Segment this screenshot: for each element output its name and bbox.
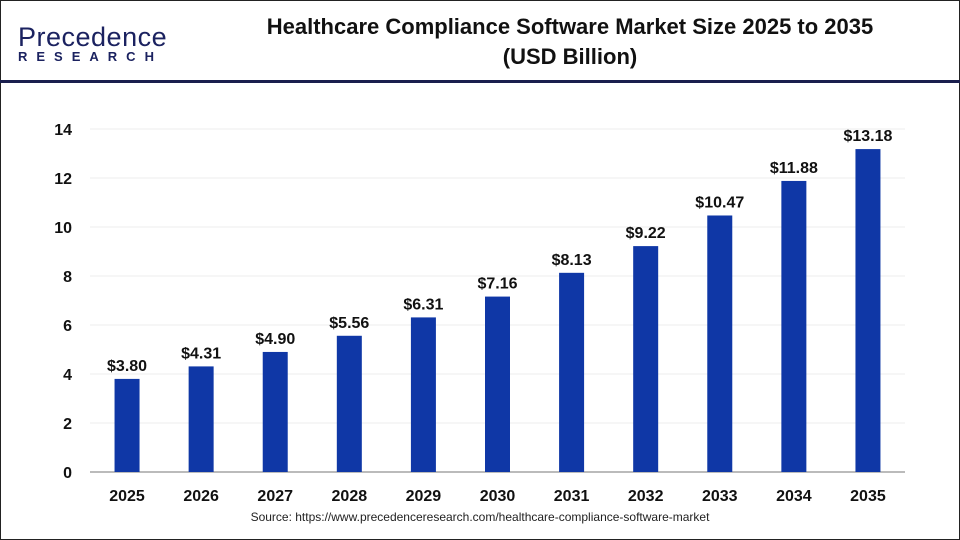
data-label: $7.16 [477,276,517,293]
logo-text-top: Precedence [18,22,168,52]
data-label: $4.31 [181,345,221,362]
header-divider [0,80,960,83]
precedence-research-logo: Precedence RESEARCH [18,22,167,64]
data-label: $10.47 [695,194,744,211]
data-label: $11.88 [770,160,818,177]
bar [855,149,881,472]
y-tick-label: 8 [63,269,72,286]
x-tick-label: 2028 [332,488,368,505]
x-tick-label: 2031 [554,488,590,505]
y-tick-label: 12 [54,171,72,188]
title-line-1: Healthcare Compliance Software Market Si… [266,14,874,39]
data-label: $5.56 [329,315,369,332]
data-label: $3.80 [107,358,147,375]
source-note: Source: https://www.precedenceresearch.c… [250,510,710,524]
y-tick-label: 0 [63,465,72,482]
data-label: $8.13 [552,252,592,269]
x-tick-label: 2034 [776,488,812,505]
data-label: $6.31 [403,296,443,313]
bar [262,351,288,472]
bar [485,296,510,472]
chart-title: Healthcare Compliance Software Market Si… [200,12,940,72]
bar [707,215,733,473]
x-tick-label: 2026 [183,488,219,505]
x-tick-label: 2033 [702,488,738,505]
x-tick-label: 2030 [480,488,516,505]
x-tick-label: 2032 [628,488,664,505]
y-tick-label: 14 [54,122,72,139]
y-tick-label: 2 [63,416,72,433]
data-label: $9.22 [626,225,666,242]
bar [336,335,362,472]
title-line-2: (USD Billion) [502,44,638,69]
data-label: $4.90 [255,331,295,348]
bar [633,246,659,472]
bar [559,272,585,472]
data-label: $13.18 [843,128,892,145]
y-tick-label: 6 [63,318,72,335]
bar [781,180,807,472]
x-tick-label: 2027 [257,488,293,505]
bar [114,378,140,472]
x-tick-label: 2029 [406,488,442,505]
y-tick-label: 4 [63,367,72,384]
logo-text-bottom: RESEARCH [18,49,163,64]
x-tick-label: 2025 [109,488,145,505]
bar [410,317,436,472]
bar [188,366,214,472]
x-tick-label: 2035 [850,488,886,505]
y-tick-label: 10 [54,220,72,237]
